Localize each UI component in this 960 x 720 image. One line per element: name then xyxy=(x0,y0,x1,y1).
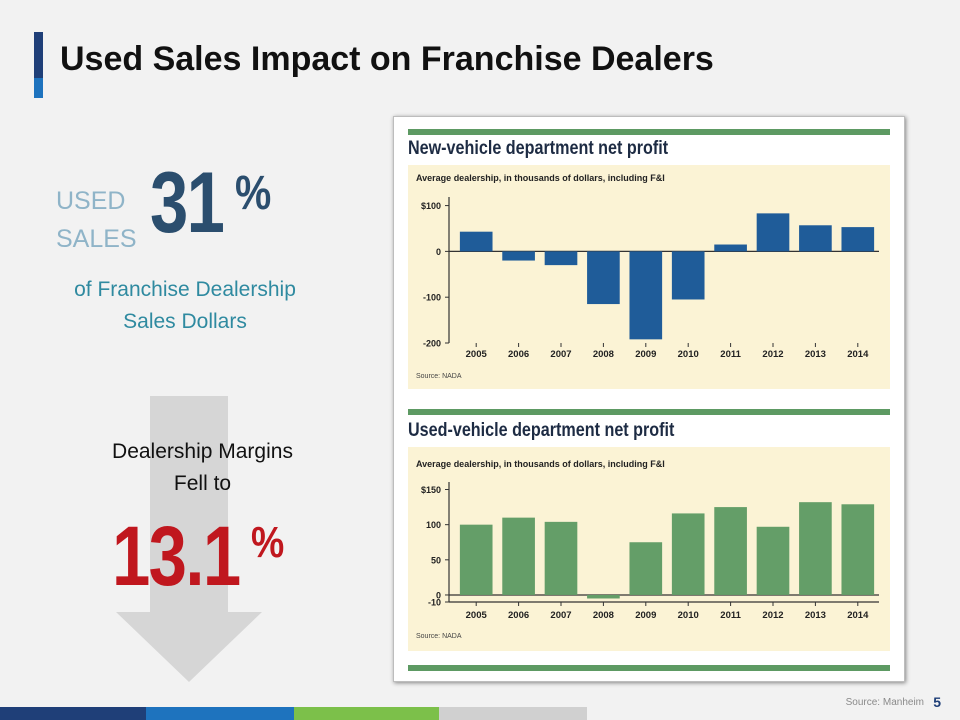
margins-line1: Dealership Margins xyxy=(112,440,293,463)
margins-line2: Fell to xyxy=(173,472,232,495)
x-tick-label: 2014 xyxy=(847,610,869,621)
bar-used-2006 xyxy=(502,517,535,595)
used-sales-percent-sign: % xyxy=(235,167,272,220)
y-tick-label: 50 xyxy=(431,555,441,565)
bar-new-2009 xyxy=(629,251,663,340)
y-tick-label: -10 xyxy=(428,598,441,608)
x-tick-label: 2008 xyxy=(593,610,614,621)
margin-value: 13.1 xyxy=(112,509,241,603)
y-tick-label: $150 xyxy=(421,485,441,495)
y-tick-label: -100 xyxy=(423,293,441,303)
bar-new-2010 xyxy=(671,251,705,300)
used-sales-value: 31 xyxy=(150,155,225,251)
y-tick-label: $100 xyxy=(421,201,441,211)
chart-top-rule xyxy=(408,409,890,415)
bar-used-2005 xyxy=(459,524,493,595)
slide-title: Used Sales Impact on Franchise Dealers xyxy=(60,40,714,78)
bar-used-2009 xyxy=(629,542,663,595)
chart-subtitle: Average dealership, in thousands of doll… xyxy=(416,459,665,469)
x-tick-label: 2007 xyxy=(550,610,571,621)
bar-new-2005 xyxy=(459,231,493,252)
title-accent-light xyxy=(34,78,43,98)
margin-percent-sign: % xyxy=(251,518,285,567)
x-tick-label: 2006 xyxy=(508,349,529,360)
bar-used-2008 xyxy=(587,594,620,599)
footer-color-bar xyxy=(0,707,587,720)
y-tick-label: 0 xyxy=(436,247,441,257)
x-tick-label: 2011 xyxy=(720,610,741,621)
x-tick-label: 2008 xyxy=(593,349,614,360)
bar-used-2007 xyxy=(544,521,578,595)
margins-caption: Dealership Margins Fell to xyxy=(80,436,325,500)
footer-segment xyxy=(0,707,146,720)
bar-used-2013 xyxy=(799,502,832,595)
bar-new-2014 xyxy=(841,227,875,252)
bar-new-2007 xyxy=(544,251,578,266)
chart-source: Source: NADA xyxy=(416,633,462,640)
chart-top-rule xyxy=(408,129,890,135)
x-tick-label: 2009 xyxy=(635,349,656,360)
x-tick-label: 2013 xyxy=(805,349,826,360)
bar-new-2006 xyxy=(502,251,535,261)
footer-segment xyxy=(146,707,294,720)
bar-used-2012 xyxy=(756,526,790,595)
x-tick-label: 2014 xyxy=(847,349,869,360)
title-accent-bar xyxy=(34,32,43,98)
x-tick-label: 2009 xyxy=(635,610,656,621)
footer-segment xyxy=(439,707,587,720)
used-label-line1: USED xyxy=(56,187,126,215)
chart-subtitle: Average dealership, in thousands of doll… xyxy=(416,173,665,183)
x-tick-label: 2012 xyxy=(762,610,783,621)
x-tick-label: 2010 xyxy=(678,610,699,621)
footer-segment xyxy=(294,707,439,720)
x-tick-label: 2013 xyxy=(805,610,826,621)
x-tick-label: 2006 xyxy=(508,610,529,621)
bar-new-2008 xyxy=(587,251,620,305)
used-label-line2: SALES xyxy=(56,225,137,253)
franchise-line2: Sales Dollars xyxy=(123,310,247,333)
chart-bottom-rule xyxy=(408,665,890,671)
bar-used-2011 xyxy=(714,507,747,595)
x-tick-label: 2005 xyxy=(466,349,488,360)
y-tick-label: -200 xyxy=(423,339,441,349)
y-tick-label: 0 xyxy=(436,590,441,600)
title-accent-dark xyxy=(34,32,43,78)
bar-new-2013 xyxy=(799,225,832,252)
franchise-caption: of Franchise Dealership Sales Dollars xyxy=(40,274,330,338)
page-number: 5 xyxy=(933,694,941,710)
nada-charts: New-vehicle department net profit Average… xyxy=(408,129,890,671)
chart-title: New-vehicle department net profit xyxy=(408,137,668,159)
source-note: Source: Manheim xyxy=(845,697,924,708)
x-tick-label: 2005 xyxy=(466,610,488,621)
chart-image-frame: New-vehicle department net profit Average… xyxy=(393,116,905,682)
used-sales-label: USED SALES xyxy=(56,182,137,258)
franchise-line1: of Franchise Dealership xyxy=(74,278,296,301)
chart-title: Used-vehicle department net profit xyxy=(408,419,675,441)
bar-used-2014 xyxy=(841,504,875,595)
x-tick-label: 2012 xyxy=(762,349,783,360)
bar-new-2011 xyxy=(714,244,747,252)
bar-used-2010 xyxy=(671,513,705,595)
x-tick-label: 2011 xyxy=(720,349,741,360)
down-arrow-icon xyxy=(116,396,262,682)
bar-new-2012 xyxy=(756,213,790,252)
chart-source: Source: NADA xyxy=(416,373,462,380)
y-tick-label: 100 xyxy=(426,520,441,530)
x-tick-label: 2010 xyxy=(678,349,699,360)
x-tick-label: 2007 xyxy=(550,349,571,360)
